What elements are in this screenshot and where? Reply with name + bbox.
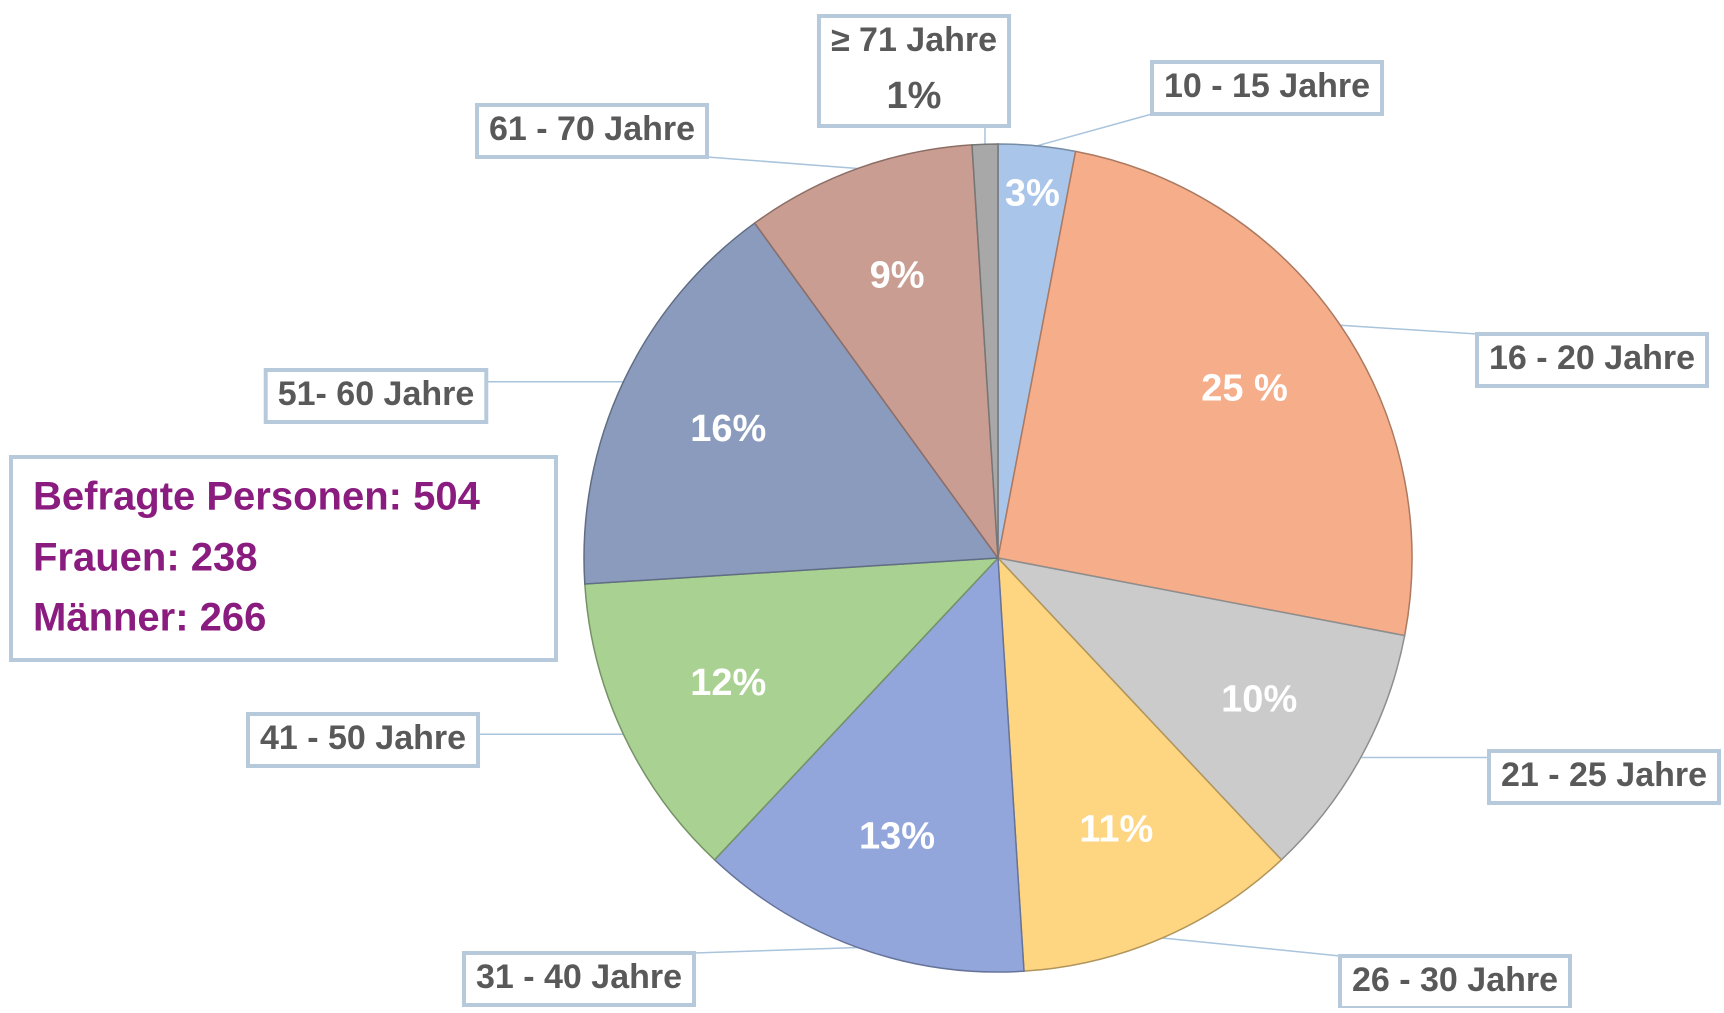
slice [971, 143, 999, 559]
info-text: Frauen: 238 [33, 536, 258, 580]
value-label: 25 % [1201, 367, 1288, 409]
category-label: 41 - 50 Jahre [260, 719, 466, 757]
leader-line [693, 946, 858, 954]
leader-line [1036, 113, 1153, 147]
slice [997, 555, 1283, 972]
slice [584, 557, 1000, 861]
slice [997, 150, 1413, 637]
label-box [1337, 954, 1573, 1010]
value-label: 11% [1079, 809, 1153, 851]
value-label: 1% [887, 75, 942, 117]
leader-line [1340, 324, 1478, 335]
pie [583, 143, 1413, 973]
category-label: 16 - 20 Jahre [1489, 339, 1695, 377]
value-label: 13% [859, 815, 935, 857]
label-box [1486, 749, 1722, 805]
category-label: 51- 60 Jahre [278, 375, 475, 413]
label-box [1474, 332, 1710, 388]
label-box [1149, 60, 1385, 116]
slice [583, 222, 1000, 585]
category-label: 31 - 40 Jahre [476, 958, 682, 996]
leader-line [706, 156, 858, 170]
value-label: 16% [690, 408, 766, 450]
slice [995, 556, 1406, 861]
label-box [245, 712, 481, 768]
label-box [263, 368, 489, 424]
value-label: 9% [870, 255, 925, 297]
value-label: 10% [1221, 679, 1297, 721]
info-text: Befragte Personen: 504 [33, 475, 481, 519]
category-label: 21 - 25 Jahre [1501, 756, 1707, 794]
labels: 10 - 15 Jahre 3% 16 - 20 Jahre 25 % 21 - 25 … [245, 14, 1722, 1010]
label-box [816, 14, 1012, 128]
value-label: 12% [690, 662, 766, 704]
info-text: Männer: 266 [33, 596, 266, 640]
category-label: 10 - 15 Jahre [1164, 67, 1370, 105]
label-box [474, 103, 710, 159]
info-box [9, 455, 558, 662]
category-label: ≥ 71 Jahre [831, 21, 997, 59]
slice [713, 556, 1025, 973]
value-label: 3% [1005, 172, 1060, 214]
leader-lines [478, 113, 1489, 957]
category-label: 26 - 30 Jahre [1352, 961, 1558, 999]
label-box [461, 951, 697, 1007]
slice [753, 144, 999, 561]
leader-line [1162, 937, 1341, 957]
category-label: 61 - 70 Jahre [489, 110, 695, 148]
